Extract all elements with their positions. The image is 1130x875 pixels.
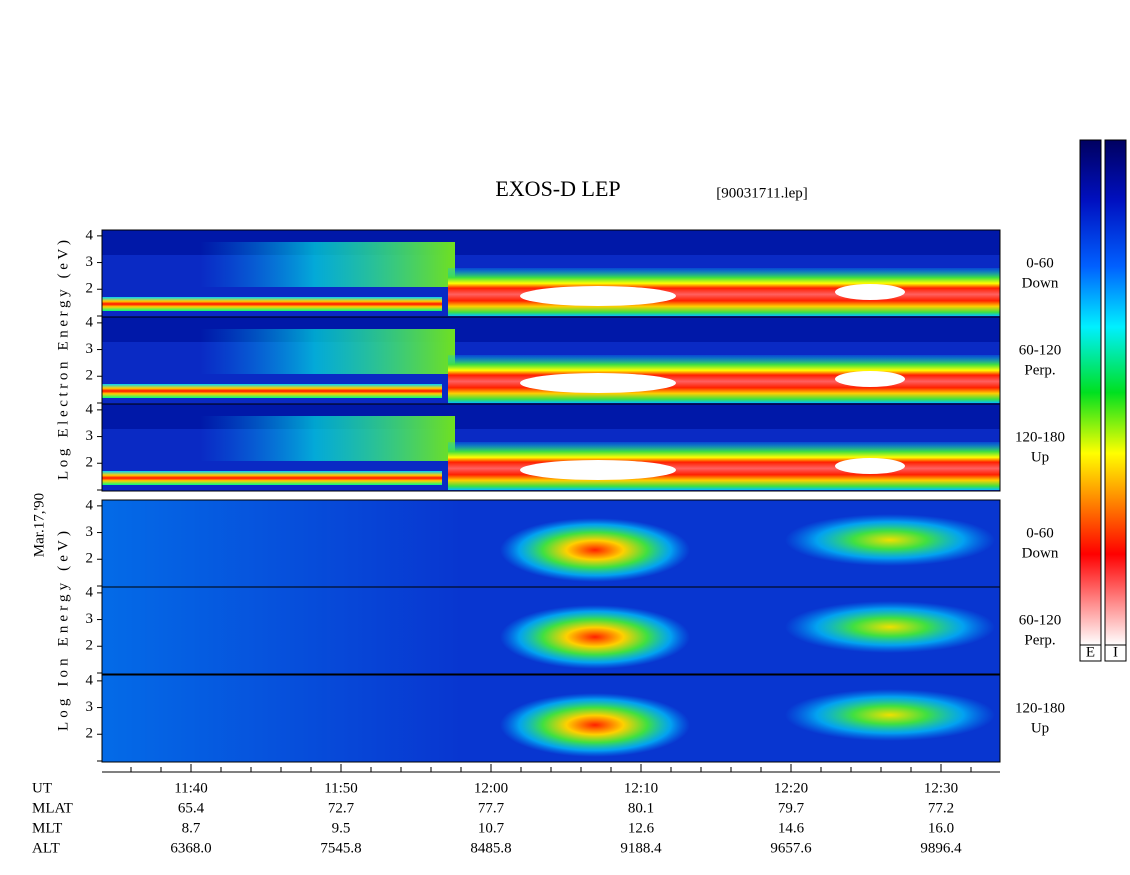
y-tick-label: 2 [86, 455, 94, 471]
y-tick-label: 3 [86, 699, 94, 715]
ion-blob [785, 689, 995, 741]
ephemeris-value: 7545.8 [320, 840, 361, 856]
ephemeris-value: 10.7 [478, 820, 505, 836]
ephemeris-value: 80.1 [628, 800, 654, 816]
panel-frame [101, 403, 1001, 492]
electron-axis-label: Log Electron Energy (eV) [55, 240, 71, 480]
ion-haze [102, 587, 462, 674]
ephemeris-value: 12.6 [628, 820, 655, 836]
ephemeris-value: 12:20 [774, 780, 808, 796]
y-tick-label: 4 [86, 672, 94, 688]
ephemeris-value: 8485.8 [470, 840, 511, 856]
y-tick-label: 4 [86, 497, 94, 513]
ion-blob [500, 518, 690, 582]
electron-cloud [200, 416, 455, 461]
ephemeris-value: 16.0 [928, 820, 954, 836]
ion-blob [500, 605, 690, 669]
y-tick-label: 2 [86, 638, 94, 654]
electron-line [102, 384, 442, 398]
electron-core [520, 373, 676, 393]
panel-angle: 60-120 [1019, 612, 1062, 628]
panel-angle: 0-60 [1026, 525, 1054, 541]
panel-angle: 60-120 [1019, 342, 1062, 358]
electron-core [520, 460, 676, 480]
panel-direction: Up [1031, 449, 1049, 465]
ephemeris-value: 11:50 [324, 780, 358, 796]
electron-cloud [200, 329, 455, 374]
title: EXOS-D LEP [495, 176, 620, 201]
y-tick-label: 2 [86, 281, 94, 297]
y-tick-label: 4 [86, 314, 94, 330]
plot-area: 2 3 4 0-60 Down 2 3 4 60-120 Perp. 2 3 4 120-180 Up 2 3 4… [32, 227, 1065, 856]
ephemeris-value: 77.2 [928, 800, 954, 816]
ephemeris-value: 79.7 [778, 800, 805, 816]
ion-blob [785, 601, 995, 653]
colorbar-label: I [1113, 644, 1118, 660]
row-label: UT [32, 780, 52, 796]
y-tick-label: 2 [86, 551, 94, 567]
electron-line [102, 297, 442, 311]
y-tick-label: 3 [86, 254, 94, 270]
y-tick-label: 4 [86, 584, 94, 600]
ephemeris-value: 14.6 [778, 820, 805, 836]
ephemeris-value: 9.5 [332, 820, 351, 836]
panel-angle: 0-60 [1026, 255, 1054, 271]
ephemeris-value: 12:30 [924, 780, 958, 796]
panel-frame [101, 586, 1001, 675]
ephemeris-value: 9657.6 [770, 840, 812, 856]
colorbar-label: E [1086, 644, 1095, 660]
panel-angle: 120-180 [1015, 700, 1065, 716]
file-name: [90031711.lep] [716, 185, 808, 201]
panel-direction: Down [1022, 545, 1059, 561]
y-tick-label: 4 [86, 401, 94, 417]
date-label: Mar.17,'90 [31, 493, 47, 557]
electron-line [102, 471, 442, 485]
colorbar-label-box [1079, 644, 1102, 662]
ephemeris-value: 12:00 [474, 780, 508, 796]
ephemeris-value: 9188.4 [620, 840, 662, 856]
panel-frame [101, 674, 1001, 763]
ephemeris-value: 6368.0 [170, 840, 211, 856]
panel-direction: Down [1022, 275, 1059, 291]
y-tick-label: 3 [86, 428, 94, 444]
y-tick-label: 3 [86, 611, 94, 627]
ephemeris-value: 8.7 [182, 820, 201, 836]
y-tick-label: 2 [86, 726, 94, 742]
y-tick-label: 3 [86, 524, 94, 540]
row-label: MLAT [32, 800, 73, 816]
y-tick-label: 4 [86, 227, 94, 243]
ephemeris-value: 72.7 [328, 800, 355, 816]
ion-axis-label: Log Ion Energy (eV) [55, 531, 71, 731]
ephemeris-value: 77.7 [478, 800, 505, 816]
ephemeris-value: 12:10 [624, 780, 658, 796]
ion-haze [102, 675, 462, 762]
row-label: MLT [32, 820, 62, 836]
colorbar [1079, 139, 1102, 646]
ion-blob [785, 514, 995, 566]
panel-direction: Up [1031, 720, 1049, 736]
ion-blob [500, 693, 690, 757]
electron-core [520, 286, 676, 306]
colorbar-label-box [1104, 644, 1127, 662]
y-tick-label: 2 [86, 368, 94, 384]
colorbar [1104, 139, 1127, 646]
electron-core [835, 458, 905, 474]
electron-core [835, 284, 905, 300]
panel-direction: Perp. [1024, 362, 1055, 378]
y-tick-label: 3 [86, 341, 94, 357]
ephemeris-value: 9896.4 [920, 840, 962, 856]
electron-cloud [200, 242, 455, 287]
ion-haze [102, 500, 462, 587]
panel-angle: 120-180 [1015, 429, 1065, 445]
panel-direction: Perp. [1024, 632, 1055, 648]
ephemeris-value: 65.4 [178, 800, 205, 816]
row-label: ALT [32, 840, 60, 856]
electron-core [835, 371, 905, 387]
ephemeris-value: 11:40 [174, 780, 208, 796]
